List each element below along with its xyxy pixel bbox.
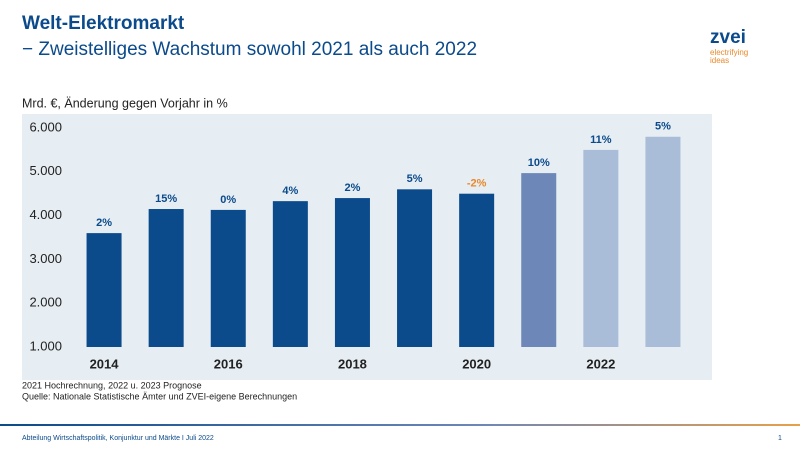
growth-label: 5% — [407, 173, 423, 185]
title: Welt-Elektromarkt — [22, 13, 185, 34]
subtitle: − Zweistelliges Wachstum sowohl 2021 als… — [22, 39, 477, 60]
x-tick-label: 2020 — [462, 356, 491, 371]
x-tick-label: 2016 — [214, 356, 243, 371]
growth-label: 4% — [282, 185, 298, 197]
logo-tagline: ideas — [710, 56, 729, 65]
y-tick-label: 3.000 — [29, 251, 62, 266]
bar — [272, 201, 308, 347]
y-tick-label: 4.000 — [29, 207, 62, 222]
growth-label: 0% — [220, 194, 236, 206]
bar — [583, 149, 619, 347]
growth-label: 5% — [655, 121, 671, 133]
footnote: Quelle: Nationale Statistische Ämter und… — [22, 391, 297, 401]
bar — [334, 198, 370, 347]
page-number: 1 — [778, 435, 782, 442]
bar — [645, 136, 681, 347]
footnote: 2021 Hochrechnung, 2022 u. 2023 Prognose — [22, 380, 202, 390]
x-tick-label: 2018 — [338, 356, 367, 371]
footer: Abteilung Wirtschaftspolitik, Konjunktur… — [22, 435, 214, 442]
plot: 1.000 2.000 3.000 4.000 5.000 6.000 2014 2% 15% 2… — [29, 119, 681, 371]
y-tick-label: 2.000 — [29, 295, 62, 310]
growth-label: 10% — [528, 157, 550, 169]
bar — [397, 189, 433, 347]
bar — [86, 233, 122, 347]
growth-label: 2% — [96, 217, 112, 229]
growth-label: 11% — [590, 134, 612, 146]
y-tick-label: 5.000 — [29, 163, 62, 178]
bar — [459, 193, 495, 347]
x-tick-label: 2022 — [586, 356, 615, 371]
growth-label: -2% — [467, 178, 487, 190]
bar — [148, 209, 184, 347]
x-tick-label: 2014 — [90, 356, 120, 371]
y-tick-label: 1.000 — [29, 338, 62, 353]
logo: zvei — [710, 27, 746, 48]
footer-line — [0, 424, 800, 426]
y-tick-label: 6.000 — [29, 119, 62, 134]
growth-label: 15% — [155, 193, 177, 205]
growth-label: 2% — [344, 182, 360, 194]
logo-tagline: electrifying — [710, 48, 748, 57]
bar — [521, 173, 557, 347]
y-axis-label: Mrd. €, Änderung gegen Vorjahr in % — [22, 96, 228, 110]
bar — [210, 209, 246, 347]
